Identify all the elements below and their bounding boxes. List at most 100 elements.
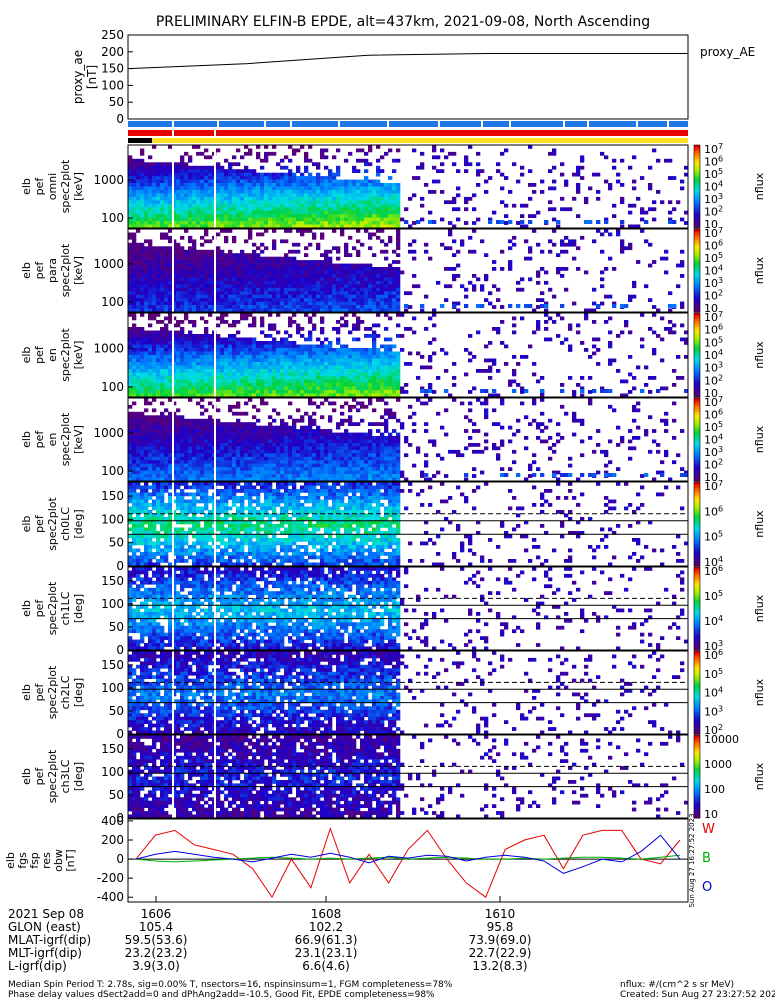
y-tick-label-proxy-ae: 0 (116, 112, 124, 126)
spectrogram-cell (400, 217, 405, 222)
spectrogram-cell (568, 348, 573, 352)
axis-label: pef (33, 177, 46, 196)
spectrogram-cell (248, 372, 253, 377)
y-tick-label-proxy-ae: 150 (101, 62, 124, 76)
spectrogram-cell (356, 379, 361, 384)
spectrogram-cell (188, 291, 193, 296)
spectrogram-cell (164, 183, 169, 187)
spectrogram-cell (128, 256, 133, 261)
spectrogram-cell (224, 287, 229, 292)
spectrogram-cell (252, 358, 257, 363)
spectrogram-cell (640, 313, 645, 317)
colorbar-tick-exponent: 5 (718, 251, 723, 260)
colorbar-segment (694, 158, 700, 162)
spectrogram-cell (392, 200, 397, 205)
spectrogram-cell (228, 224, 233, 229)
spectrogram-cell (140, 327, 145, 331)
spectrogram-cell (384, 190, 389, 194)
spectrogram-cell (340, 214, 345, 218)
spectrogram-cell (160, 429, 165, 433)
spectrogram-cell (352, 270, 357, 275)
colorbar-tick-label: 102 (704, 289, 723, 303)
spectrogram-cell (660, 256, 665, 261)
spectrogram-cell (228, 341, 233, 345)
spectrogram-cell (404, 304, 409, 308)
spectrogram-cell (128, 253, 133, 257)
spectrogram-cell (220, 308, 225, 313)
spectrogram-cell (404, 327, 409, 331)
spectrogram-cell (148, 183, 153, 187)
spectrogram-cell (360, 298, 365, 302)
spectrogram-cell (152, 217, 157, 222)
status-segment (511, 121, 563, 127)
spectrogram-cell (516, 304, 521, 308)
spectrogram-cell (396, 229, 401, 233)
spectrogram-cell (388, 239, 393, 244)
spectrogram-cell (228, 221, 233, 225)
spectrogram-cell (280, 260, 285, 264)
spectrogram-cell (156, 418, 161, 423)
spectrogram-cell (224, 284, 229, 289)
spectrogram-cell (324, 280, 329, 285)
spectrogram-cell (328, 183, 333, 187)
spectrogram-cell (296, 376, 301, 380)
spectrogram-cell (520, 277, 525, 282)
spectrogram-cell (356, 365, 361, 370)
spectrogram-cell (252, 316, 257, 321)
spectrogram-cell (260, 172, 265, 177)
spectrogram-cell (404, 383, 409, 387)
spectrogram-cell (292, 217, 297, 222)
spectrogram-cell (136, 341, 141, 345)
spectrogram-cell (360, 242, 365, 247)
spectrogram-cell (420, 203, 425, 208)
spectrogram-cell (380, 280, 385, 285)
spectrogram-cell (328, 200, 333, 205)
spectrogram-cell (152, 301, 157, 306)
spectrogram-cell (284, 337, 289, 342)
spectrogram-cell (360, 263, 365, 268)
spectrogram-cell (372, 362, 377, 366)
spectrogram-cell (640, 176, 645, 180)
spectrogram-cell (196, 270, 201, 275)
spectrogram-cell (356, 217, 361, 222)
spectrogram-cell (312, 193, 317, 198)
spectrogram-cell (284, 372, 289, 377)
spectrogram-cell (280, 165, 285, 170)
spectrogram-cell (592, 301, 597, 306)
spectrogram-cell (200, 337, 205, 342)
spectrogram-cell (308, 344, 313, 349)
spectrogram-cell (148, 176, 153, 180)
spectrogram-cell (252, 280, 257, 285)
spectrogram-cell (340, 221, 345, 225)
spectrogram-cell (296, 207, 301, 212)
spectrogram-cell (248, 183, 253, 187)
spectrogram-cell (156, 203, 161, 208)
spectrogram-cell (284, 284, 289, 289)
spectrogram-cell (168, 267, 173, 271)
spectrogram-cell (332, 351, 337, 356)
spectrogram-cell (436, 155, 441, 160)
spectrogram-cell (208, 186, 213, 191)
spectrogram-cell (240, 305, 245, 309)
spectrogram-cell (172, 358, 177, 363)
spectrogram-cell (388, 217, 393, 222)
spectrogram-cell (264, 305, 269, 309)
spectrogram-cell (128, 203, 133, 208)
spectrogram-cell (364, 362, 369, 366)
spectrogram-cell (352, 291, 357, 296)
spectrogram-cell (284, 298, 289, 302)
spectrogram-cell (132, 221, 137, 225)
spectrogram-cell (604, 267, 609, 271)
spectrogram-cell (432, 390, 437, 394)
spectrogram-cell (636, 365, 641, 370)
spectrogram-cell (308, 224, 313, 229)
spectrogram-cell (176, 449, 181, 454)
spectrogram-cell (628, 372, 633, 377)
spectrogram-cell (564, 267, 569, 271)
spectrogram-cell (132, 449, 137, 454)
spectrogram-cell (256, 172, 261, 177)
spectrogram-cell (224, 379, 229, 384)
spectrogram-cell (296, 393, 301, 398)
spectrogram-cell (180, 186, 185, 191)
spectrogram-cell (220, 287, 225, 292)
